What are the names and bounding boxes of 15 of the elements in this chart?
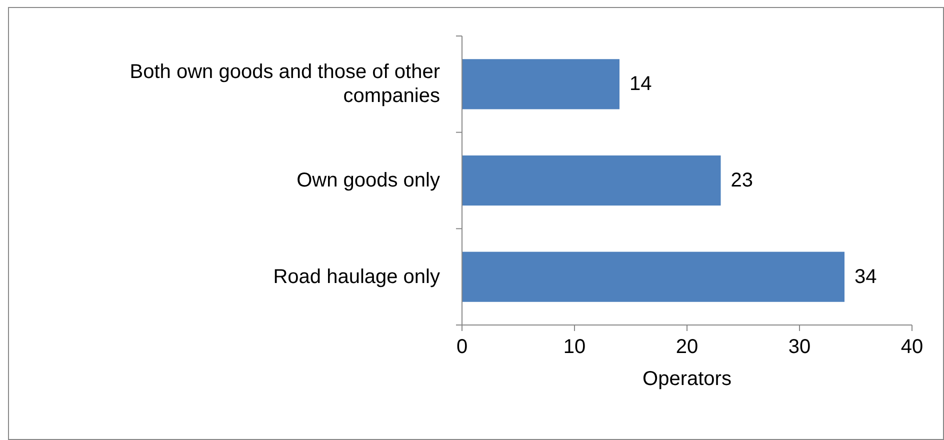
y-tick-label: Road haulage only xyxy=(273,266,440,288)
y-tick-label: Own goods only xyxy=(296,170,440,192)
data-label: 23 xyxy=(730,170,753,192)
data-label: 14 xyxy=(630,73,652,96)
x-axis-title: Operators xyxy=(642,368,732,390)
bar xyxy=(462,59,620,110)
x-tick-label: 30 xyxy=(788,336,811,358)
x-tick-label: 40 xyxy=(900,336,924,358)
x-tick-label: 10 xyxy=(563,336,586,358)
y-tick-label: Both own goods and those of other companies xyxy=(130,61,440,108)
data-label: 34 xyxy=(854,266,877,288)
x-tick-label: 0 xyxy=(456,336,468,358)
x-tick-label: 20 xyxy=(676,336,698,358)
bar xyxy=(462,252,844,302)
bar xyxy=(462,155,721,206)
